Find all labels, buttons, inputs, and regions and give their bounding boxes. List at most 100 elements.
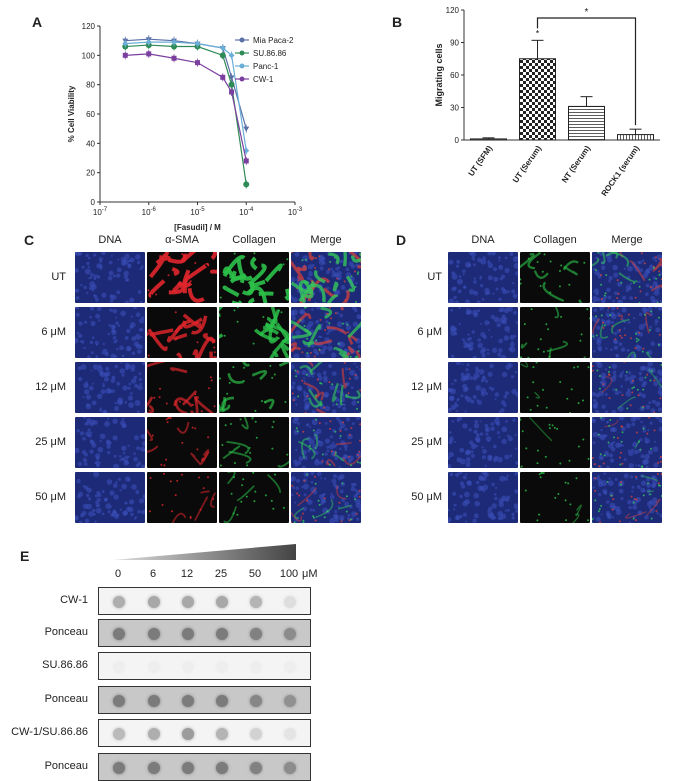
data-point: [195, 60, 200, 66]
blot-row-label: CW-1/SU.86.86: [11, 726, 88, 738]
panel-d-header: Merge: [611, 234, 643, 246]
panel-d-header: Collagen: [533, 234, 577, 246]
micrograph-tile: [291, 307, 361, 358]
x-tick-exponent: -6: [151, 207, 157, 213]
blot-dot: [250, 596, 262, 608]
data-point: [219, 52, 226, 59]
micrograph-tile: [592, 362, 662, 413]
micrograph-tile: [520, 252, 590, 303]
dose-label: 100: [279, 568, 299, 580]
legend-marker: [239, 76, 245, 82]
dose-label: 50: [248, 568, 262, 580]
x-tick-exponent: -7: [102, 207, 108, 213]
panel-letter-d: D: [396, 232, 407, 248]
micrograph-tile: [75, 307, 145, 358]
x-tick-exponent: -3: [297, 207, 303, 213]
micrograph-tile: [291, 252, 361, 303]
bar: [470, 138, 507, 141]
micrograph-tile: [75, 472, 145, 523]
micrograph-tile: [291, 417, 361, 468]
micrograph-tile: [520, 307, 590, 358]
y-tick-label: 20: [86, 169, 95, 178]
legend-marker: [239, 37, 245, 43]
micrograph-tile: [592, 417, 662, 468]
panel-c-header: α-SMA: [165, 234, 199, 246]
data-point: [229, 89, 235, 95]
blot-dot: [216, 762, 228, 774]
blot-dot: [113, 596, 125, 608]
blot-dot: [216, 596, 228, 608]
legend-marker: [239, 63, 245, 69]
y-tick-label: 90: [450, 39, 459, 48]
dot-blot-strip: [98, 719, 311, 747]
micrograph-tile: [448, 362, 518, 413]
data-point: [228, 52, 235, 59]
x-axis-label: [Fasudil] / M: [174, 223, 221, 232]
blot-dot: [216, 695, 228, 707]
significance-bracket: [536, 17, 637, 126]
series-line-2: [125, 41, 247, 151]
dot-blot-strip: [98, 652, 311, 680]
blot-dot: [250, 628, 262, 640]
bar: [519, 58, 556, 141]
blot-dot: [182, 628, 194, 640]
blot-dot: [250, 762, 262, 774]
blot-dot: [148, 695, 160, 707]
blot-row-label: SU.86.86: [42, 659, 88, 671]
panel-c-row-label: 50 μM: [35, 490, 66, 503]
x-tick-exponent: -5: [199, 207, 205, 213]
panel-d-row-label: 25 μM: [411, 435, 442, 448]
blot-dot: [284, 695, 296, 707]
micrograph-tile: [219, 307, 289, 358]
data-point: [243, 126, 250, 132]
chart-b: 0 30 60 90 120 Migrating cells UT (SFM) UT (Ser…: [434, 6, 660, 198]
dot-blot-strip: [98, 587, 311, 615]
micrograph-tile: [520, 472, 590, 523]
legend-entry: Panc-1: [253, 62, 279, 71]
panel-c-row-label: UT: [51, 270, 66, 283]
blot-row-label: Ponceau: [44, 760, 88, 772]
y-tick-label: 30: [450, 104, 459, 113]
y-tick-label: 80: [86, 81, 95, 90]
y-axis-label: % Cell Viability: [67, 85, 76, 142]
micrograph-tile: [147, 252, 217, 303]
micrograph-tile: [219, 362, 289, 413]
blot-dot: [216, 728, 228, 740]
blot-dot: [148, 628, 160, 640]
blot-dot: [148, 728, 160, 740]
micrograph-tile: [291, 472, 361, 523]
bar: [568, 105, 605, 141]
x-tick-label: 10-4: [239, 207, 254, 217]
blot-dot: [250, 661, 262, 673]
x-tick-exponent: -4: [248, 207, 254, 213]
x-tick-label: 10-5: [190, 207, 205, 217]
data-point: [243, 158, 249, 164]
chart-a: 0 20 40 60 80 100 120 10-7 10-6 10-5 10-4 10-3 % Cel…: [67, 22, 303, 232]
panel-c-row-label: 12 μM: [35, 380, 66, 393]
panel-d-row-label: 12 μM: [411, 380, 442, 393]
micrograph-tile: [147, 307, 217, 358]
blot-dot: [284, 661, 296, 673]
y-tick-label: 120: [446, 6, 460, 15]
blot-dot: [182, 661, 194, 673]
series-line-3: [125, 53, 247, 162]
micrograph-tile: [448, 307, 518, 358]
data-point: [228, 81, 235, 88]
micrograph-tile: [520, 362, 590, 413]
dose-unit: μM: [302, 568, 318, 580]
micrograph-tile: [219, 417, 289, 468]
y-tick-label: 100: [82, 51, 96, 60]
micrograph-tile: [592, 472, 662, 523]
data-point: [243, 181, 250, 188]
blot-dot: [148, 762, 160, 774]
micrograph-tile: [147, 417, 217, 468]
y-tick-label: 60: [450, 71, 459, 80]
x-tick-label: 10-3: [288, 207, 303, 217]
blot-dot: [182, 762, 194, 774]
y-tick-label: 40: [86, 139, 95, 148]
panel-letter-b: B: [392, 14, 403, 30]
micrograph-tile: [75, 417, 145, 468]
significance-star: *: [585, 7, 589, 18]
blot-dot: [250, 728, 262, 740]
micrograph-tile: [520, 417, 590, 468]
